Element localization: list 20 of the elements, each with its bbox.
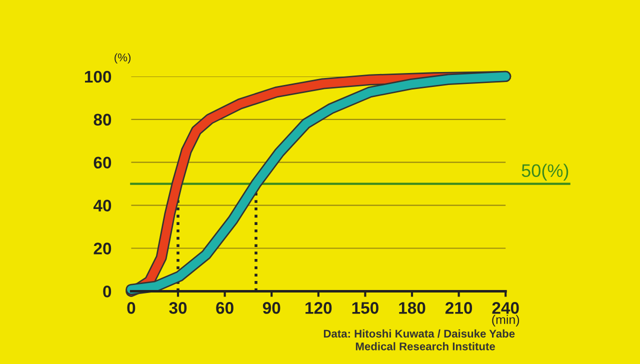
y-tick-label: 40 (93, 200, 112, 212)
x-axis-title: (min) (492, 314, 520, 327)
x-tick-label: 150 (352, 302, 378, 314)
x-tick-label: 120 (306, 302, 332, 314)
x-tick-label: 240 (492, 302, 519, 314)
x-tick-label: 180 (399, 302, 426, 314)
y-tick-label: 100 (85, 70, 112, 83)
x-tick-label: 90 (262, 302, 280, 314)
x-tick-label: 60 (216, 302, 234, 314)
y-tick-label: 60 (94, 156, 112, 169)
y-tick-label: 20 (94, 242, 112, 254)
y-axis-title: (%) (114, 53, 131, 64)
ref-line-label: 50(%) (522, 164, 568, 181)
x-tick-label: 210 (445, 302, 472, 314)
x-tick-label: 30 (169, 302, 187, 314)
text: Medical Research Institute (356, 342, 495, 350)
y-tick-label: 0 (103, 286, 112, 298)
x-tick-label: 0 (127, 302, 136, 314)
y-tick-label: 80 (94, 114, 112, 126)
text: Data: Hitoshi Kuwata / Daisuke Yabe (324, 329, 515, 338)
